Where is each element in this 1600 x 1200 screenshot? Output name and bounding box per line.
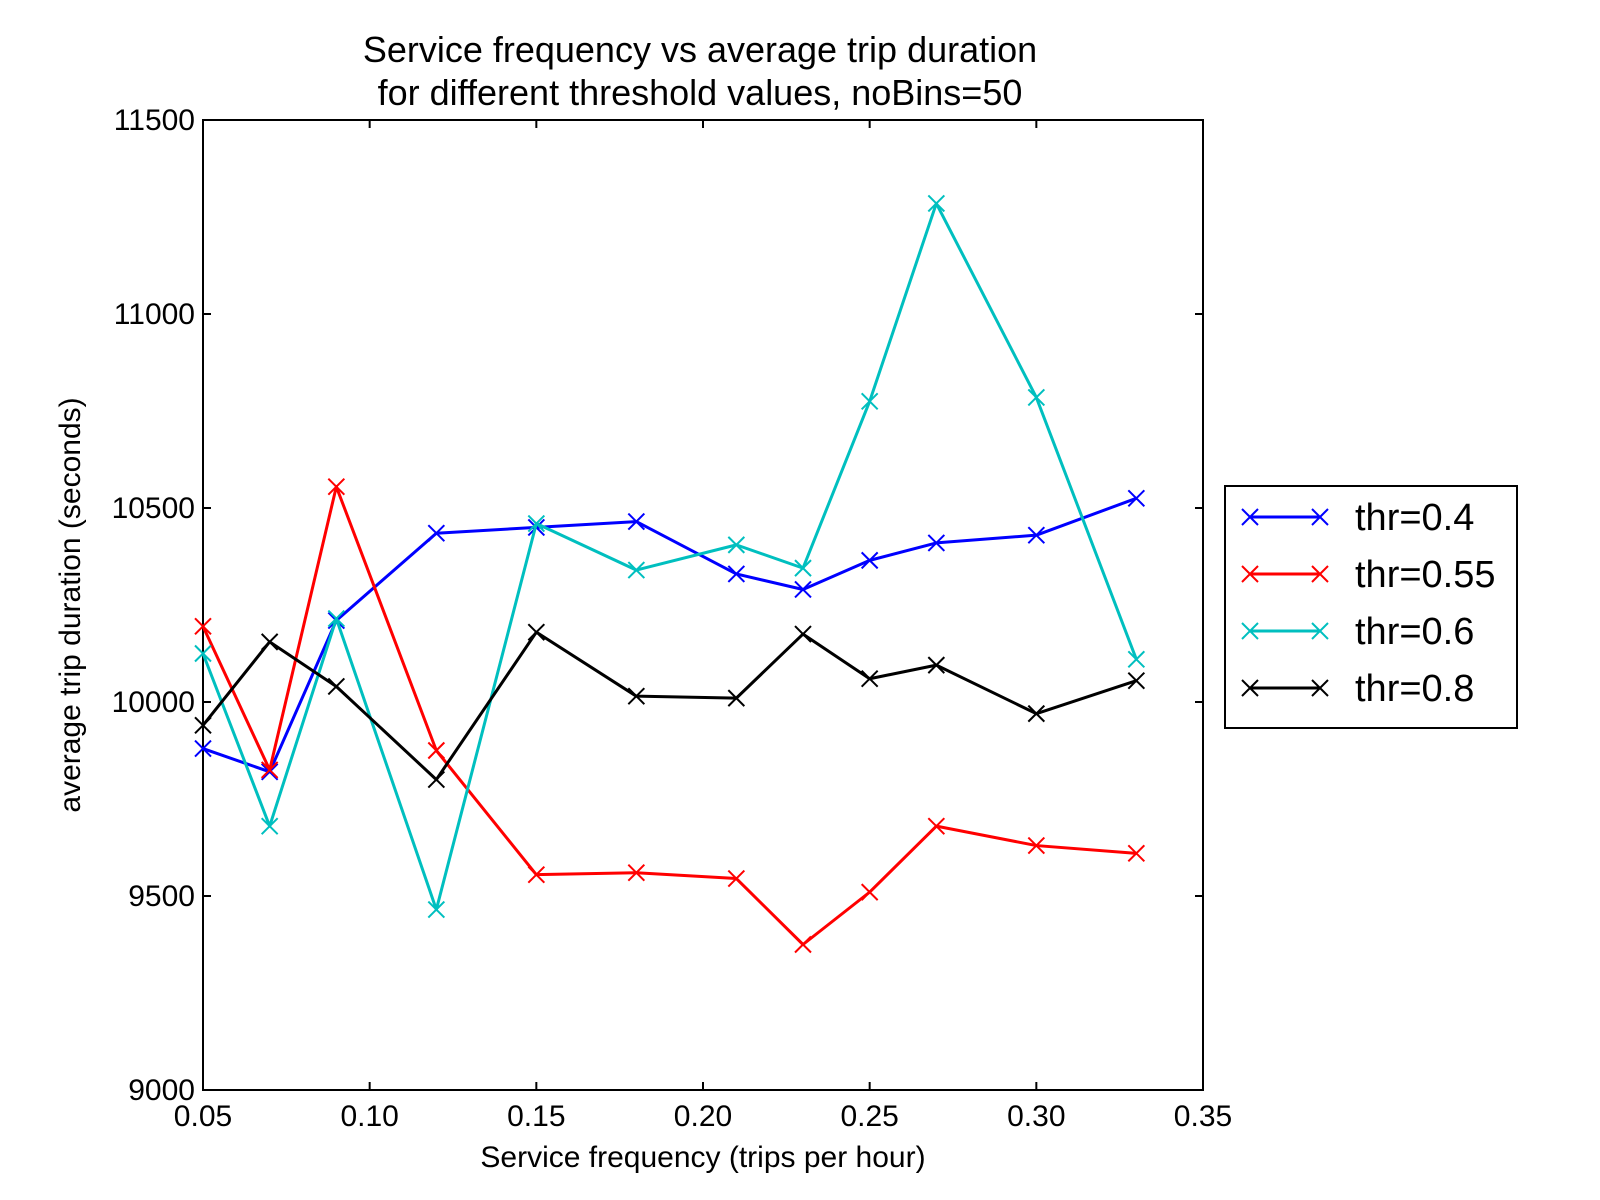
data-point-marker — [727, 689, 746, 707]
legend-entry: thr=0.6 — [1241, 611, 1474, 653]
data-point-marker — [260, 763, 279, 781]
data-point-marker — [260, 817, 279, 835]
data-point-marker — [1127, 844, 1146, 863]
data-point-marker — [327, 477, 346, 496]
data-point-marker — [327, 677, 346, 696]
y-axis-ticks: 9000 9500 10000 10500 11000 11500 — [112, 104, 1203, 1107]
data-point-marker — [427, 900, 446, 919]
series-line — [202, 496, 1137, 774]
y-tick-label: 10000 — [112, 686, 195, 719]
data-point-marker — [1127, 489, 1146, 508]
legend-label: thr=0.8 — [1355, 668, 1474, 710]
data-point-marker — [627, 687, 646, 705]
legend-marker — [1241, 679, 1259, 697]
legend-marker — [1241, 565, 1259, 583]
data-point-marker — [860, 670, 879, 688]
data-point-marker — [927, 656, 946, 674]
series-thr=0.6 — [194, 194, 1146, 919]
x-axis-label: Service frequency (trips per hour) — [480, 1141, 925, 1174]
x-tick-label: 0.35 — [1174, 1100, 1232, 1133]
data-point-marker — [527, 865, 546, 884]
data-point-marker — [260, 761, 279, 779]
legend-marker — [1311, 679, 1329, 697]
series-layer — [194, 194, 1146, 954]
data-point-marker — [194, 644, 212, 663]
data-point-marker — [327, 609, 346, 628]
data-point-marker — [627, 864, 646, 882]
data-point-marker — [194, 617, 212, 636]
data-point-marker — [927, 194, 946, 213]
data-point-marker — [427, 770, 446, 789]
series-line — [201, 630, 1137, 782]
y-tick-label: 11500 — [114, 104, 195, 137]
x-tick-label: 0.05 — [174, 1100, 232, 1133]
legend-marker — [1311, 565, 1329, 583]
legend-label: thr=0.4 — [1355, 497, 1474, 539]
legend-label: thr=0.55 — [1355, 554, 1496, 596]
data-point-marker — [794, 935, 812, 954]
y-tick-label: 10500 — [112, 492, 195, 525]
data-point-marker — [927, 534, 946, 552]
data-point-marker — [727, 869, 746, 888]
series-thr=0.4 — [194, 489, 1146, 781]
chart-title-line-1: Service frequency vs average trip durati… — [363, 29, 1037, 70]
data-point-marker — [1127, 671, 1146, 690]
x-tick-label: 0.15 — [507, 1100, 565, 1133]
data-point-marker — [194, 739, 212, 758]
data-point-marker — [194, 716, 212, 734]
data-point-marker — [527, 623, 546, 641]
plot-area — [202, 119, 1204, 1091]
legend-marker — [1311, 508, 1329, 526]
series-thr=0.8 — [194, 623, 1146, 789]
x-tick-label: 0.25 — [840, 1100, 898, 1133]
data-point-marker — [427, 741, 446, 760]
legend-entry: thr=0.55 — [1241, 554, 1496, 596]
data-point-marker — [427, 524, 446, 542]
data-point-marker — [860, 551, 879, 570]
data-point-marker — [927, 817, 946, 835]
x-tick-label: 0.30 — [1007, 1100, 1065, 1133]
y-tick-label: 9000 — [128, 1074, 195, 1107]
legend-marker — [1241, 508, 1259, 526]
data-point-marker — [627, 561, 646, 579]
data-point-marker — [727, 536, 746, 554]
data-point-marker — [627, 512, 646, 531]
series-thr=0.55 — [194, 477, 1146, 954]
y-tick-label: 11000 — [114, 298, 195, 331]
data-point-marker — [794, 625, 812, 643]
x-tick-label: 0.10 — [340, 1100, 398, 1133]
data-point-marker — [1027, 388, 1046, 407]
legend: thr=0.4 thr=0.55 thr=0.6 thr=0.8 — [1224, 485, 1518, 729]
data-point-marker — [860, 392, 879, 411]
x-axis-ticks: 0.05 0.10 0.15 0.20 0.25 0.30 0.35 — [174, 120, 1232, 1133]
data-point-marker — [527, 514, 546, 533]
legend-label: thr=0.6 — [1355, 611, 1474, 653]
data-point-marker — [1027, 526, 1046, 544]
series-line — [201, 201, 1138, 912]
data-point-marker — [1027, 704, 1046, 723]
legend-marker — [1241, 622, 1259, 640]
legend-entries: thr=0.4 thr=0.55 thr=0.6 thr=0.8 — [1241, 497, 1496, 710]
data-point-marker — [727, 565, 746, 583]
series-line — [201, 485, 1137, 946]
legend-marker — [1311, 622, 1329, 640]
y-tick-label: 9500 — [128, 880, 195, 913]
y-axis-label: average trip duration (seconds) — [54, 397, 87, 812]
chart-title-line-2: for different threshold values, noBins=5… — [378, 72, 1023, 113]
data-point-marker — [1127, 650, 1146, 669]
data-point-marker — [794, 559, 812, 577]
legend-entry: thr=0.4 — [1241, 497, 1474, 539]
data-point-marker — [260, 633, 279, 651]
data-point-marker — [794, 580, 812, 599]
legend-entry: thr=0.8 — [1241, 668, 1474, 710]
chart-title: Service frequency vs average trip durati… — [363, 29, 1037, 113]
data-point-marker — [1027, 836, 1046, 855]
x-tick-label: 0.20 — [674, 1100, 732, 1133]
data-point-marker — [860, 883, 879, 901]
